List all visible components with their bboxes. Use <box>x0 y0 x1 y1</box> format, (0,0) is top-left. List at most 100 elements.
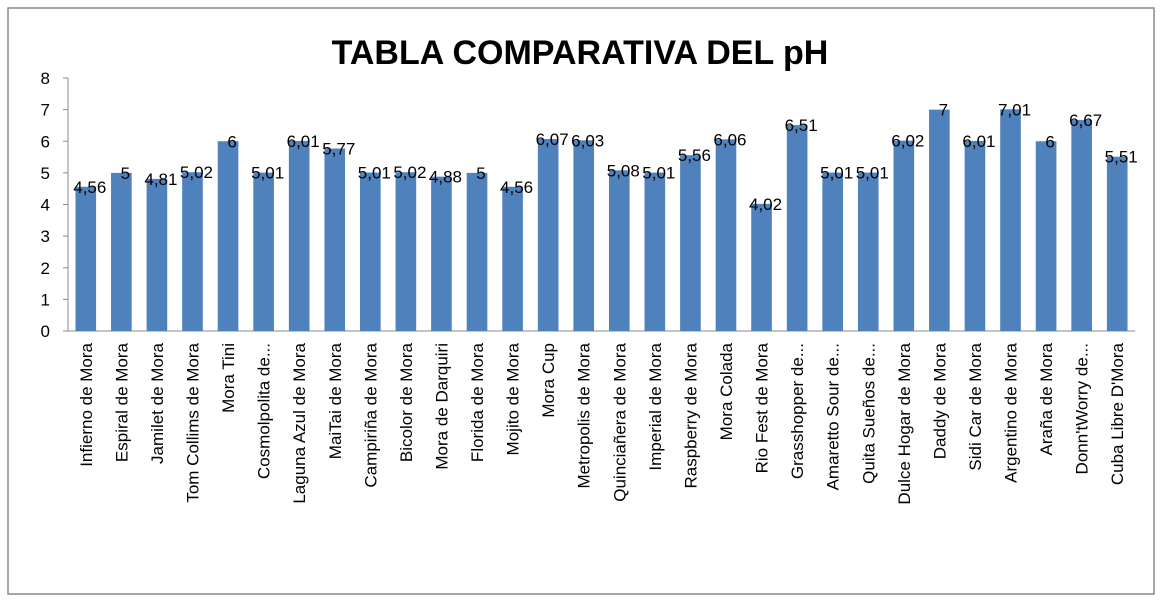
data-label: 5,08 <box>607 161 640 180</box>
data-label: 5 <box>121 164 130 183</box>
x-tick-label: Mojito de Mora <box>504 342 523 455</box>
bar <box>146 178 168 331</box>
data-label: 7 <box>939 101 948 120</box>
data-label: 6,67 <box>1069 111 1102 130</box>
bar <box>395 172 417 331</box>
data-label: 6,02 <box>891 132 924 151</box>
y-tick-label: 1 <box>41 290 50 309</box>
x-tick-label: Raspberry de Mora <box>681 342 700 488</box>
data-label: 5,02 <box>180 163 213 182</box>
bar <box>253 172 274 331</box>
bar <box>929 109 950 331</box>
bar <box>182 172 203 331</box>
data-label: 6,07 <box>536 130 569 149</box>
bar <box>537 139 559 331</box>
bar <box>751 203 772 331</box>
y-tick-label: 0 <box>41 322 50 341</box>
bar <box>1071 120 1092 331</box>
data-label: 5,51 <box>1105 148 1138 167</box>
bar <box>893 140 915 331</box>
x-tick-label: Araña de Mora <box>1037 342 1056 455</box>
chart-title: TABLA COMPARATIVA DEL pH <box>332 34 829 72</box>
x-tick-label: MaiTai de Mora <box>326 342 345 459</box>
y-tick-label: 3 <box>41 227 50 246</box>
bar <box>964 140 986 331</box>
x-tick-label: Cosmolpolita de... <box>255 343 274 479</box>
y-tick-label: 8 <box>41 69 50 88</box>
bar <box>466 172 488 331</box>
bar <box>1035 141 1057 331</box>
data-label: 4,81 <box>144 170 177 189</box>
x-tick-label: Mora Cup <box>539 343 558 418</box>
x-tick-label: Florida de Mora <box>468 342 487 462</box>
x-tick-label: Donn'tWorry de... <box>1073 343 1092 474</box>
x-tick-label: Espiral de Mora <box>112 342 131 462</box>
x-tick-label: Amaretto Sour de... <box>824 343 843 490</box>
y-tick-label: 2 <box>41 259 50 278</box>
x-tick-label: Laguna Azul de Mora <box>290 342 309 503</box>
data-label: 6,01 <box>287 132 320 151</box>
data-label: 6,06 <box>713 130 746 149</box>
bar <box>573 140 595 331</box>
x-tick-label: Campiriña de Mora <box>361 342 380 487</box>
data-label: 6 <box>227 132 236 151</box>
bar <box>786 125 808 331</box>
bar <box>431 176 452 331</box>
y-tick-label: 5 <box>41 164 50 183</box>
data-label: 6,01 <box>962 132 995 151</box>
data-label: 4,56 <box>73 178 106 197</box>
data-label: 5,01 <box>642 164 675 183</box>
data-label: 5,01 <box>820 164 853 183</box>
x-tick-label: Tom Collims de Mora <box>183 342 202 502</box>
data-label: 5,01 <box>856 164 889 183</box>
data-label: 6,51 <box>785 116 818 135</box>
x-tick-label: Metropolis de Mora <box>575 342 594 488</box>
bar <box>715 139 737 331</box>
data-label: 5 <box>476 164 485 183</box>
x-tick-label: Rio Fest de Mora <box>753 342 772 473</box>
x-tick-label: Quita Sueños de... <box>859 343 878 484</box>
x-tick-label: Quinciañera de Mora <box>610 342 629 501</box>
x-tick-label: Imperial de Mora <box>646 342 665 470</box>
data-label: 6,03 <box>571 131 604 150</box>
y-tick-label: 4 <box>41 196 50 215</box>
data-label: 4,88 <box>429 168 462 187</box>
x-tick-label: Grasshopper de... <box>788 343 807 479</box>
bar <box>360 172 381 331</box>
data-label: 6 <box>1045 132 1054 151</box>
data-label: 4,02 <box>749 195 782 214</box>
bar <box>644 172 666 331</box>
x-tick-label: Jamilet de Mora <box>148 342 167 463</box>
data-label: 5,77 <box>322 140 355 159</box>
bar <box>75 186 97 331</box>
data-label: 7,01 <box>998 100 1031 119</box>
bar <box>502 186 523 331</box>
bar <box>1000 109 1021 331</box>
bar <box>324 148 346 331</box>
bar <box>608 170 630 331</box>
bar <box>217 141 239 331</box>
data-label: 5,01 <box>251 164 284 183</box>
bar <box>111 172 132 331</box>
data-label: 5,56 <box>678 146 711 165</box>
x-tick-label: Argentino de Mora <box>1002 342 1021 482</box>
bar <box>288 140 310 331</box>
y-tick-label: 6 <box>41 132 50 151</box>
data-label: 5,01 <box>358 164 391 183</box>
x-tick-label: Sidi Car de Mora <box>966 342 985 470</box>
data-label: 5,02 <box>393 163 426 182</box>
bar <box>680 155 701 331</box>
x-tick-label: Mora Tini <box>219 343 238 413</box>
x-tick-label: Infierno de Mora <box>77 342 96 466</box>
x-tick-label: Mora de Darquiri <box>432 343 451 470</box>
bar <box>822 172 843 331</box>
x-tick-label: Dulce Hogar de Mora <box>895 342 914 504</box>
y-tick-label: 7 <box>41 101 50 120</box>
x-tick-label: Cuba Libre D'Mora <box>1108 342 1127 485</box>
bar <box>857 172 879 331</box>
x-tick-label: Daddy de Mora <box>930 342 949 459</box>
data-label: 4,56 <box>500 178 533 197</box>
x-tick-label: Bicolor de Mora <box>397 342 416 462</box>
